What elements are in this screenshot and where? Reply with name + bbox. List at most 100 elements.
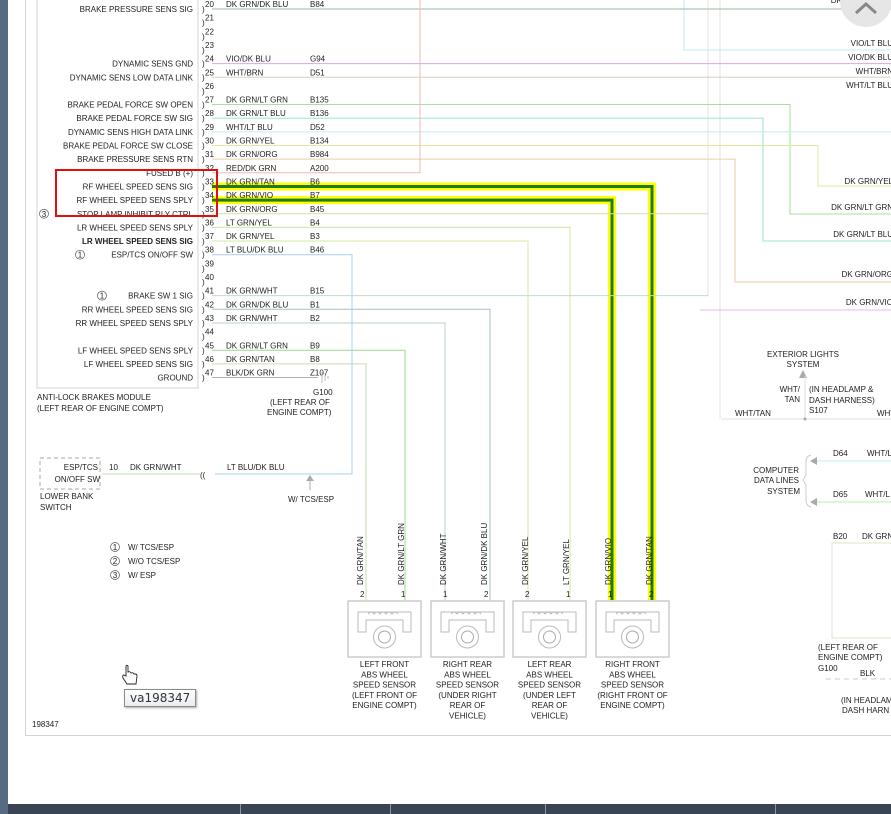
pin-function-label: GROUND [157, 374, 193, 383]
connector-icon: ) [202, 32, 205, 41]
pin-circuit-code: A200 [310, 164, 329, 173]
pin-circuit-code: B135 [310, 96, 329, 105]
sensor-caption: ABS WHEEL [526, 670, 573, 679]
wire-30[interactable] [212, 145, 891, 187]
option-marker-icon [39, 208, 49, 219]
wire-28[interactable] [212, 117, 891, 242]
connector-icon: ) [202, 73, 205, 82]
legend-marker-icon [110, 570, 120, 580]
pin-number: 46 [205, 355, 214, 364]
connector-icon: ) [202, 333, 205, 342]
bottom-toolbar [8, 804, 891, 814]
connector-icon: ) [202, 305, 205, 314]
pin-number: 39 [205, 259, 214, 268]
pin-number: 35 [205, 205, 214, 214]
pin-wire-color: DK GRN/YEL [226, 232, 275, 241]
pin-number: 21 [205, 14, 214, 23]
scroll-to-top-button[interactable] [840, 0, 891, 27]
connector-icon: ) [202, 223, 205, 232]
pin-wire-color: DK GRN/TAN [226, 177, 275, 186]
legend-marker: 3 [113, 571, 118, 580]
module-name: ANTI-LOCK BRAKES MODULE [37, 393, 151, 402]
sensor-caption: ABS WHEEL [361, 670, 408, 679]
wire-46[interactable] [212, 363, 367, 600]
sensor-pin-number: 2 [484, 590, 489, 599]
wire-33[interactable] [212, 184, 654, 600]
d65-wire: WHT/L [865, 490, 890, 499]
ext-harness-1: (IN HEADLAMP & [809, 385, 874, 394]
legend-text: W/ TCS/ESP [128, 543, 174, 552]
pin-circuit-code: B136 [310, 109, 329, 118]
legend-text: W/O TCS/ESP [128, 557, 180, 566]
sensor-caption: (RIGHT FRONT OF [597, 691, 667, 700]
wire-31[interactable] [212, 158, 891, 283]
pin-number: 30 [205, 137, 214, 146]
connector-icon: ) [202, 101, 205, 110]
ground-location-1: (LEFT REAR OF [270, 398, 330, 407]
connector-icon: (( [200, 471, 206, 480]
wires [212, 0, 891, 600]
ext-wire-1: WHT/ [780, 385, 801, 394]
window-left-edge [0, 0, 8, 814]
pin-circuit-code: B9 [310, 341, 320, 350]
legend-marker-icon [110, 542, 120, 552]
wire-43[interactable] [212, 322, 446, 600]
sensor-caption: LEFT FRONT [360, 660, 409, 669]
d65-code: D65 [833, 490, 848, 499]
connector-icon: ) [202, 210, 205, 219]
sensor-caption: SPEED SENSOR [436, 681, 499, 690]
pin-number: 45 [205, 341, 214, 350]
right-wire-label: WHT/BRN [856, 67, 891, 76]
wire-27[interactable] [212, 104, 891, 215]
pin-number: 20 [205, 0, 214, 9]
sensor-caption: ABS WHEEL [444, 670, 491, 679]
pin-number: 44 [205, 328, 214, 337]
wire-32[interactable] [212, 0, 421, 174]
connector-icon: ) [202, 360, 205, 369]
pin-number: 29 [205, 123, 214, 132]
pin-wire-color: DK GRN/WHT [226, 287, 278, 296]
wire-45[interactable] [212, 349, 406, 600]
exterior-lights-title-1: EXTERIOR LIGHTS [767, 350, 839, 359]
right-wire-label: DK GRN/LT GRN [831, 203, 891, 212]
sensor-wire-label: LT GRN/YEL [562, 539, 571, 585]
pin-circuit-code: D51 [310, 68, 325, 77]
connector-icon: ) [202, 114, 205, 123]
pin-wire-color: RED/DK GRN [226, 164, 276, 173]
sensor-pin-number: 2 [360, 590, 365, 599]
wire-37[interactable] [212, 240, 529, 600]
tone-ring-icon [621, 625, 644, 649]
pin-circuit-code: B7 [310, 191, 320, 200]
connector-icon: ) [202, 46, 205, 55]
arrow-left-icon [810, 457, 817, 465]
pin-wire-color: VIO/DK BLU [226, 55, 271, 64]
pin-number: 26 [205, 82, 214, 91]
pin-wire-color: WHT/LT BLU [226, 123, 273, 132]
pin-circuit-code: B46 [310, 246, 325, 255]
wire-34[interactable] [212, 198, 614, 600]
connector-icon: ) [202, 374, 205, 383]
wire-42[interactable] [212, 308, 491, 600]
pin-number: 33 [205, 177, 214, 186]
pin-function-label: LR WHEEL SPEED SENS SPLY [77, 223, 194, 232]
exterior-lights-title-2: SYSTEM [787, 360, 820, 369]
legend-text: W/ ESP [128, 571, 156, 580]
sensor-caption: SPEED SENSOR [601, 681, 664, 690]
hand-cursor-icon [122, 665, 138, 685]
right-wire-label: VIO/LT BLU [851, 39, 891, 48]
sensor-caption: RIGHT FRONT [605, 660, 660, 669]
sensor-pin-number: 1 [566, 590, 571, 599]
wire-36[interactable] [212, 226, 571, 600]
g100-location-1: (LEFT REAR OF [818, 643, 878, 652]
pin-circuit-code: B8 [310, 355, 320, 364]
pin-number: 28 [205, 109, 214, 118]
pin-number: 38 [205, 246, 214, 255]
connector-icon: ) [202, 264, 205, 273]
